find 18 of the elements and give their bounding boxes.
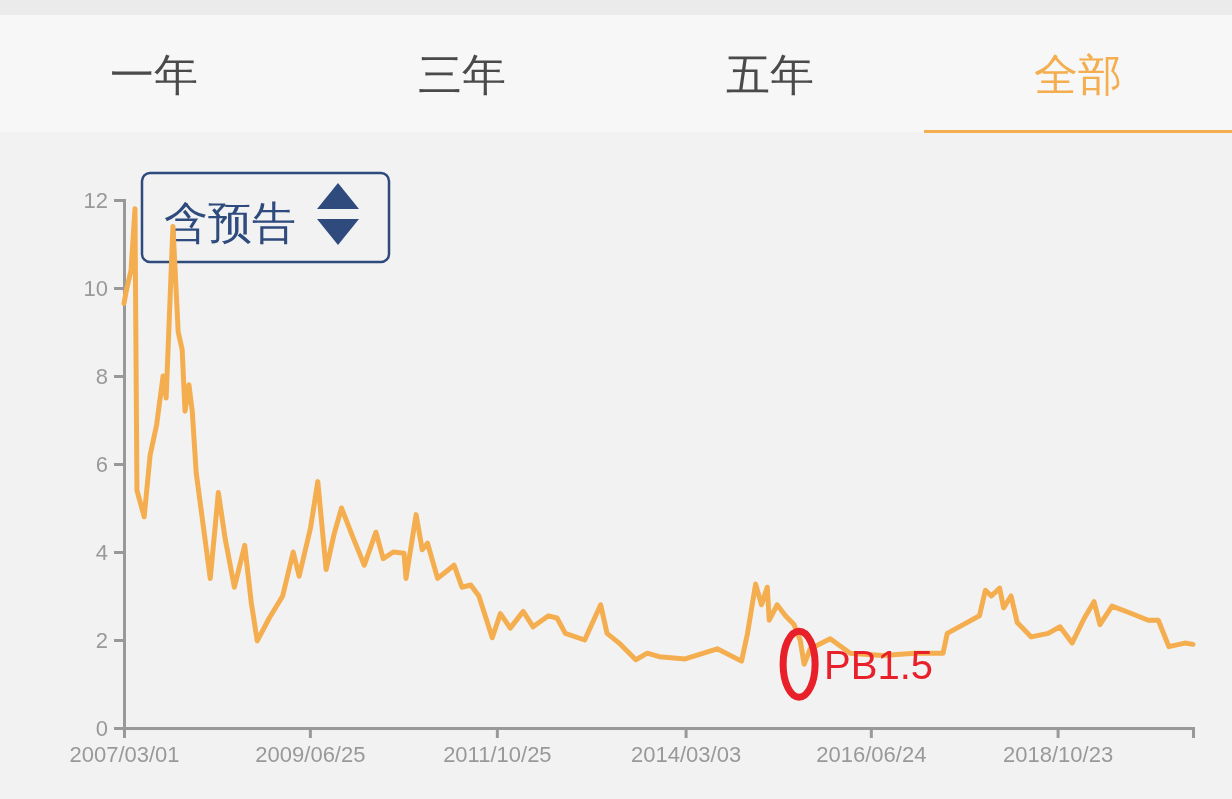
y-tick-label: 8 [95, 363, 108, 389]
x-tick-label: 2009/06/25 [255, 741, 366, 767]
text: 三年 [418, 50, 506, 99]
y-tick-label: 4 [95, 539, 108, 565]
x-tick-label: 2014/03/03 [631, 741, 742, 767]
y-tick-label: 2 [95, 627, 108, 653]
text: 一年 [110, 50, 198, 99]
x-tick-label: 2018/10/23 [1003, 741, 1114, 767]
y-tick-label: 6 [95, 451, 108, 477]
x-tick-label: 2016/06/24 [816, 741, 927, 767]
x-tick-label: 2007/03/01 [69, 741, 180, 767]
y-tick-label: 0 [95, 715, 108, 741]
x-tick-label: 2011/10/25 [443, 741, 552, 767]
text: 五年 [726, 50, 814, 99]
y-tick-label: 10 [83, 275, 108, 301]
annotation: PB1.5 [824, 643, 934, 688]
y-tick-label: 12 [83, 187, 108, 213]
text: 全部 [1034, 50, 1122, 99]
